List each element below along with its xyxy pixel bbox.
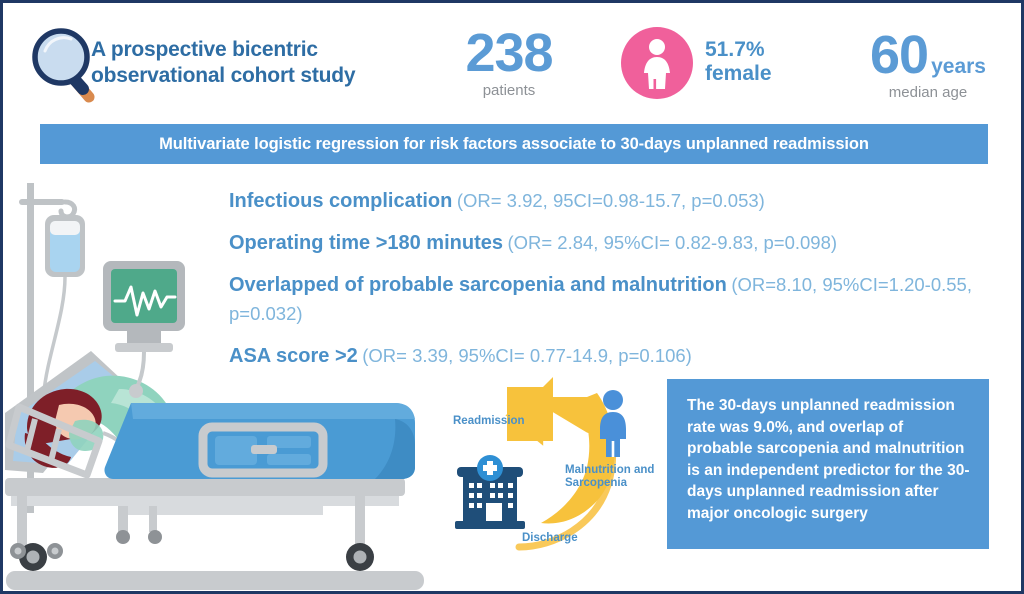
risk-label: Operating time >180 minutes bbox=[229, 232, 503, 254]
stat-patients: 238 patients bbox=[449, 25, 569, 100]
age-line: 60 years bbox=[843, 27, 1013, 83]
age-unit: years bbox=[931, 55, 986, 78]
conclusion-text: The 30-days unplanned readmission rate w… bbox=[687, 397, 970, 522]
risk-stats: (OR= 3.39, 95%CI= 0.77-14.9, p=0.106) bbox=[362, 345, 692, 366]
magnifying-glass-icon bbox=[31, 25, 107, 107]
female-circle-badge bbox=[621, 27, 693, 99]
list-item: Infectious complication (OR= 3.92, 95CI=… bbox=[229, 187, 989, 216]
banner-text: Multivariate logistic regression for ris… bbox=[159, 134, 869, 153]
curved-arrow-icon bbox=[505, 377, 617, 551]
floor-bar bbox=[6, 571, 424, 590]
stat-median-age: 60 years median age bbox=[843, 27, 1013, 102]
page-title: A prospective bicentric observational co… bbox=[91, 38, 356, 87]
person-figure-icon bbox=[600, 390, 626, 457]
hospital-building-icon bbox=[455, 455, 525, 529]
female-percent: 51.7% bbox=[705, 38, 765, 61]
female-stat-text: 51.7% female bbox=[705, 38, 772, 86]
risk-stats: (OR= 3.92, 95CI=0.98-15.7, p=0.053) bbox=[456, 190, 765, 211]
risk-stats: (OR=8.10, 95%CI=1.20-0.55, p=0.032) bbox=[229, 274, 972, 324]
age-label: median age bbox=[888, 84, 968, 101]
female-label: female bbox=[705, 62, 772, 85]
iv-drip-stand-icon bbox=[19, 183, 85, 513]
cycle-label-malnutrition: Malnutrition and Sarcopenia bbox=[565, 464, 655, 489]
section-banner: Multivariate logistic regression for ris… bbox=[40, 124, 988, 164]
header-row: A prospective bicentric observational co… bbox=[3, 3, 1021, 121]
cycle-label-readmission: Readmission bbox=[453, 415, 525, 427]
patient-in-bed-illustration bbox=[3, 175, 443, 591]
readmission-cycle-diagram: Readmission Malnutrition and Sarcopenia … bbox=[445, 375, 667, 560]
bed-side-rail bbox=[198, 422, 328, 478]
patients-count: 238 bbox=[465, 23, 553, 83]
cycle-label-discharge: Discharge bbox=[522, 532, 578, 544]
ecg-monitor-icon bbox=[103, 261, 185, 398]
risk-factor-list: Infectious complication (OR= 3.92, 95CI=… bbox=[229, 187, 989, 384]
female-figure-icon bbox=[635, 37, 679, 94]
hospital-bed-icon bbox=[5, 478, 405, 571]
list-item: ASA score >2 (OR= 3.39, 95%CI= 0.77-14.9… bbox=[229, 342, 989, 371]
list-item: Overlapped of probable sarcopenia and ma… bbox=[229, 271, 989, 329]
list-item: Operating time >180 minutes (OR= 2.84, 9… bbox=[229, 229, 989, 258]
risk-stats: (OR= 2.84, 95%CI= 0.82-9.83, p=0.098) bbox=[507, 232, 838, 253]
risk-label: Overlapped of probable sarcopenia and ma… bbox=[229, 274, 727, 296]
age-value: 60 bbox=[870, 25, 929, 85]
risk-label: Infectious complication bbox=[229, 190, 453, 212]
conclusion-box: The 30-days unplanned readmission rate w… bbox=[667, 379, 989, 549]
patients-label: patients bbox=[482, 82, 536, 99]
risk-label: ASA score >2 bbox=[229, 345, 358, 367]
